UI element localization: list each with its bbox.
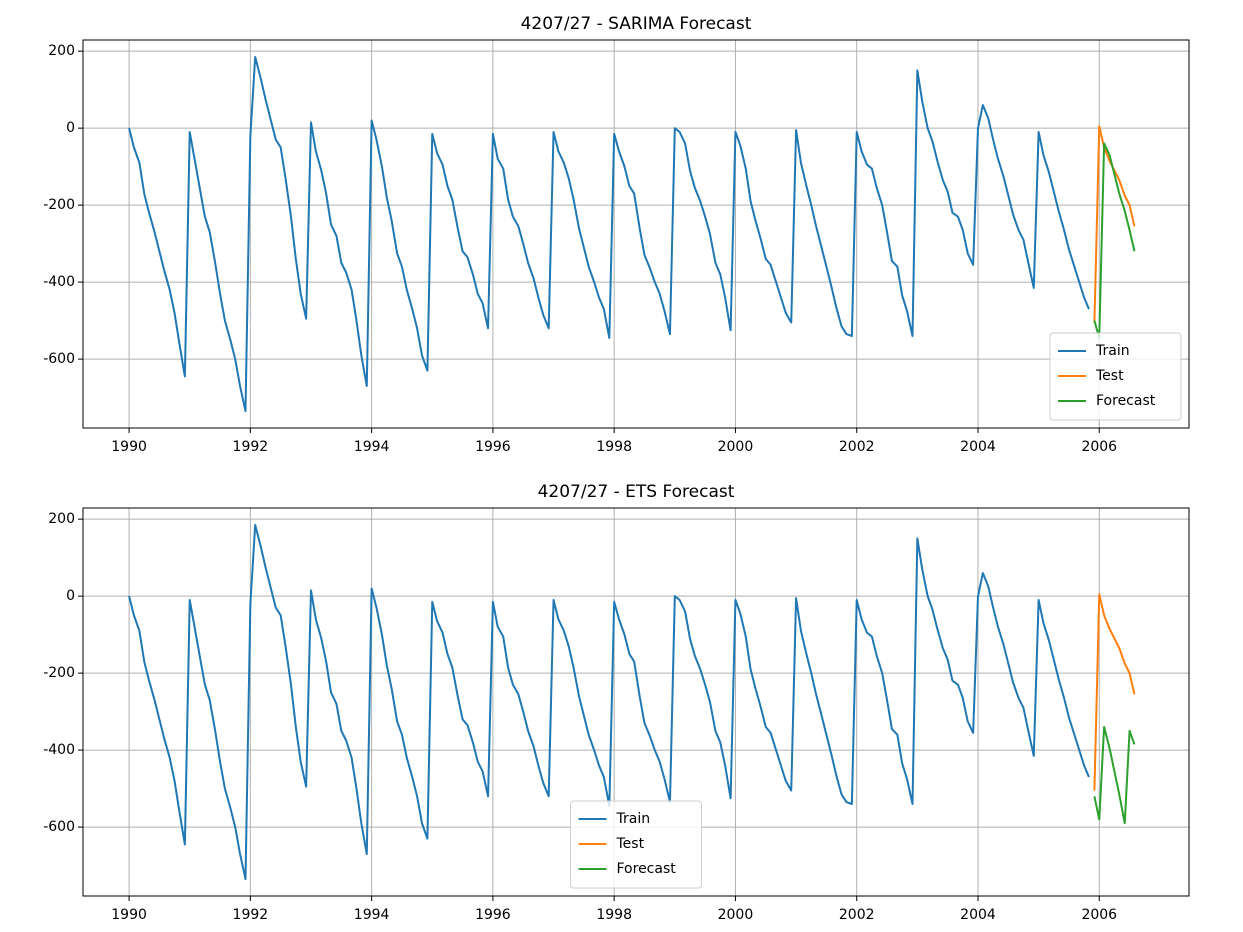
legend-box <box>570 800 702 889</box>
x-tick-label: 2002 <box>839 907 875 923</box>
y-tick-label: -200 <box>43 665 75 681</box>
axes-frame <box>82 39 1190 429</box>
axes-frame <box>82 507 1190 897</box>
y-tick-label: -400 <box>43 274 75 290</box>
legend-box <box>1049 332 1182 421</box>
x-tick-label: 1996 <box>475 439 511 455</box>
x-tick-label: 2006 <box>1081 439 1117 455</box>
legend-label: Forecast <box>617 861 677 877</box>
series-line <box>1093 593 1136 791</box>
legend-label: Test <box>616 836 645 852</box>
legend-label: Forecast <box>1096 393 1156 409</box>
x-tick-label: 1990 <box>111 907 147 923</box>
y-tick-label: 0 <box>66 588 75 604</box>
y-tick-label: -600 <box>43 819 75 835</box>
legend-label: Test <box>1095 368 1124 384</box>
x-tick-label: 1996 <box>475 907 511 923</box>
x-tick-label: 1992 <box>233 439 269 455</box>
series-line <box>1093 142 1136 339</box>
y-tick-label: -200 <box>43 197 75 213</box>
x-tick-label: 1998 <box>596 907 632 923</box>
y-tick-label: 200 <box>48 511 75 527</box>
x-tick-label: 1990 <box>111 439 147 455</box>
chart-title: 4207/27 - SARIMA Forecast <box>521 14 752 34</box>
x-tick-label: 2002 <box>839 439 875 455</box>
y-tick-label: 200 <box>48 43 75 59</box>
y-tick-label: 0 <box>66 120 75 136</box>
x-tick-label: 1998 <box>596 439 632 455</box>
series-line <box>1093 726 1136 825</box>
x-tick-label: 2004 <box>960 439 996 455</box>
legend-label: Train <box>616 811 651 827</box>
x-tick-label: 1994 <box>354 907 390 923</box>
y-tick-label: -400 <box>43 742 75 758</box>
series-line <box>128 55 1090 413</box>
chart-title: 4207/27 - ETS Forecast <box>538 482 735 502</box>
x-tick-label: 1994 <box>354 439 390 455</box>
legend-label: Train <box>1095 343 1130 359</box>
x-tick-label: 2004 <box>960 907 996 923</box>
x-tick-label: 2000 <box>718 439 754 455</box>
x-tick-label: 2006 <box>1081 907 1117 923</box>
y-tick-label: -600 <box>43 351 75 367</box>
x-tick-label: 1992 <box>233 907 269 923</box>
x-tick-label: 2000 <box>718 907 754 923</box>
